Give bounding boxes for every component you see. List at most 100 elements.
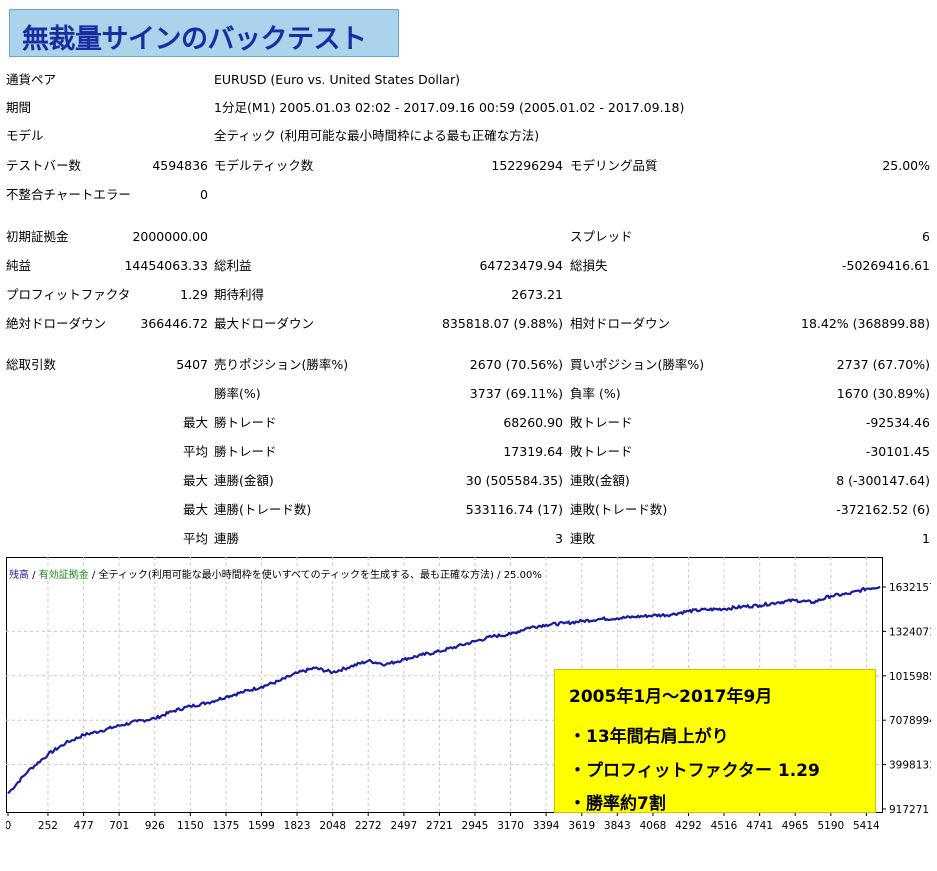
y-tick-label: 3998133 bbox=[889, 760, 931, 772]
x-tick-label: 3394 bbox=[533, 820, 560, 832]
avg-loss-label: 敗トレード bbox=[570, 444, 633, 459]
mismatch-value: 0 bbox=[200, 187, 208, 202]
x-tick-label: 5190 bbox=[817, 820, 844, 832]
x-tick-label: 4068 bbox=[640, 820, 667, 832]
long-value: 2737 (67.70%) bbox=[836, 357, 930, 372]
win-rate-label: 勝率(%) bbox=[214, 386, 261, 401]
deposit-label: 初期証拠金 bbox=[6, 229, 69, 244]
quality-label: モデリング品質 bbox=[570, 158, 658, 173]
y-tick-label: 917271 bbox=[889, 804, 929, 816]
spread-label: スプレッド bbox=[570, 229, 633, 244]
x-tick-label: 1599 bbox=[248, 820, 275, 832]
deposit-value: 2000000.00 bbox=[132, 229, 208, 244]
x-tick-label: 2945 bbox=[462, 820, 489, 832]
annotation-bullet-2: ・プロフィットファクター 1.29 bbox=[569, 761, 820, 781]
page-title: 無裁量サインのバックテスト bbox=[22, 24, 367, 55]
mismatch-label: 不整合チャートエラー bbox=[6, 187, 131, 202]
x-tick-label: 2272 bbox=[355, 820, 382, 832]
legend-equity: 有効証拠金 bbox=[38, 570, 89, 581]
period-label: 期間 bbox=[6, 100, 32, 115]
loss-rate-value: 1670 (30.89%) bbox=[836, 386, 930, 401]
consec-win-cnt-label: 連勝(トレード数) bbox=[214, 502, 312, 517]
max-dd-label: 最大ドローダウン bbox=[214, 316, 315, 331]
legend-separator: / bbox=[29, 570, 39, 581]
x-tick-label: 4292 bbox=[675, 820, 702, 832]
avg-row-label: 平均 bbox=[182, 444, 208, 459]
period-value: 1分足(M1) 2005.01.03 02:02 - 2017.09.16 00… bbox=[214, 100, 685, 115]
bars-value: 4594836 bbox=[152, 158, 208, 173]
x-tick-label: 252 bbox=[38, 820, 58, 832]
avg-consec-win-value: 3 bbox=[555, 531, 563, 546]
max-win-value: 68260.90 bbox=[503, 415, 563, 430]
pf-value: 1.29 bbox=[180, 287, 208, 302]
avg-row-label-2: 平均 bbox=[182, 531, 208, 546]
avg-consec-loss-value: 1 bbox=[922, 531, 930, 546]
trades-value: 5407 bbox=[176, 357, 208, 372]
model-value: 全ティック (利用可能な最小時間枠による最も正確な方法) bbox=[214, 128, 540, 143]
max-win-label: 勝トレード bbox=[214, 415, 277, 430]
x-tick-label: 701 bbox=[109, 820, 129, 832]
annotation-bullet-3: ・勝率約7割 bbox=[569, 794, 666, 814]
win-rate-value: 3737 (69.11%) bbox=[469, 386, 563, 401]
avg-win-label: 勝トレード bbox=[214, 444, 277, 459]
x-tick-label: 3619 bbox=[568, 820, 595, 832]
y-tick-label: 13240717 bbox=[889, 626, 931, 638]
model-label: モデル bbox=[6, 128, 44, 143]
x-tick-label: 2048 bbox=[319, 820, 346, 832]
trades-label: 総取引数 bbox=[6, 357, 57, 372]
short-value: 2670 (70.56%) bbox=[469, 357, 563, 372]
x-tick-label: 2497 bbox=[391, 820, 418, 832]
rel-dd-label: 相対ドローダウン bbox=[570, 316, 671, 331]
avg-loss-value: -30101.45 bbox=[865, 444, 930, 459]
x-tick-label: 1375 bbox=[213, 820, 240, 832]
bars-label: テストバー数 bbox=[6, 158, 82, 173]
x-tick-label: 2721 bbox=[426, 820, 453, 832]
max-loss-value: -92534.46 bbox=[865, 415, 930, 430]
gross-profit-label: 総利益 bbox=[214, 258, 252, 273]
expected-label: 期待利得 bbox=[214, 287, 265, 302]
max-row-label: 最大 bbox=[182, 415, 208, 430]
y-tick-label: 7078994 bbox=[889, 715, 931, 727]
consec-win-cnt-value: 533116.74 (17) bbox=[465, 502, 563, 517]
max-loss-label: 敗トレード bbox=[570, 415, 633, 430]
ticks-label: モデルティック数 bbox=[214, 158, 314, 173]
max-dd-value: 835818.07 (9.88%) bbox=[441, 316, 563, 331]
x-tick-label: 1150 bbox=[177, 820, 204, 832]
y-tick-label: 10159856 bbox=[889, 671, 931, 683]
x-tick-label: 0 bbox=[6, 820, 11, 832]
max-row-label-2: 最大 bbox=[182, 473, 208, 488]
pair-value: EURUSD (Euro vs. United States Dollar) bbox=[214, 72, 460, 87]
chart-legend: 残高 / 有効証拠金 / 全ティック(利用可能な最小時間枠を使いすべてのティック… bbox=[9, 566, 542, 581]
abs-dd-value: 366446.72 bbox=[140, 316, 208, 331]
pair-label: 通貨ペア bbox=[6, 72, 57, 87]
net-value: 14454063.33 bbox=[124, 258, 208, 273]
pf-label: プロフィットファクタ bbox=[6, 287, 131, 302]
gross-profit-value: 64723479.94 bbox=[479, 258, 563, 273]
expected-value: 2673.21 bbox=[511, 287, 563, 302]
x-tick-label: 4965 bbox=[782, 820, 809, 832]
loss-rate-label: 負率 (%) bbox=[570, 386, 621, 401]
rel-dd-value: 18.42% (368899.88) bbox=[801, 316, 930, 331]
consec-win-amt-label: 連勝(金額) bbox=[214, 473, 274, 488]
title-banner: 無裁量サインのバックテスト bbox=[9, 9, 399, 57]
max-row-label-3: 最大 bbox=[182, 502, 208, 517]
x-tick-label: 4516 bbox=[711, 820, 738, 832]
ticks-value: 152296294 bbox=[491, 158, 563, 173]
gross-loss-label: 総損失 bbox=[570, 258, 608, 273]
balance-line bbox=[7, 585, 881, 795]
x-tick-label: 477 bbox=[74, 820, 94, 832]
annotation-box: 2005年1月～2017年9月 ・13年間右肩上がり ・プロフィットファクター … bbox=[554, 669, 876, 814]
avg-consec-loss-label: 連敗 bbox=[570, 531, 596, 546]
consec-loss-amt-value: 8 (-300147.64) bbox=[836, 473, 930, 488]
y-tick-label: 16321579 bbox=[889, 582, 931, 594]
quality-value: 25.00% bbox=[882, 158, 930, 173]
consec-win-amt-value: 30 (505584.35) bbox=[465, 473, 563, 488]
x-tick-label: 3170 bbox=[497, 820, 524, 832]
x-tick-label: 5414 bbox=[853, 820, 880, 832]
net-label: 純益 bbox=[6, 258, 32, 273]
x-tick-label: 926 bbox=[145, 820, 165, 832]
legend-rest: / 全ティック(利用可能な最小時間枠を使いすべてのティックを生成する、最も正確な… bbox=[88, 570, 542, 581]
consec-loss-cnt-value: -372162.52 (6) bbox=[836, 502, 930, 517]
x-tick-label: 3843 bbox=[604, 820, 631, 832]
x-tick-label: 1823 bbox=[284, 820, 311, 832]
